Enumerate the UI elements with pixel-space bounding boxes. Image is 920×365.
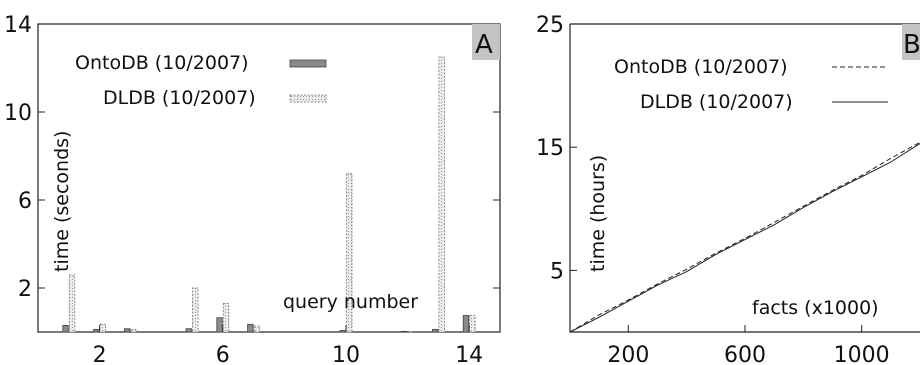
bar-ontodb (339, 330, 346, 333)
panel-a-x-tick-label: 14 (455, 343, 483, 365)
panel-b-x-tick-label: 600 (724, 343, 766, 365)
panel-a-y-ticks: 2 6 10 14 (4, 13, 500, 302)
panel-b-legend: OntoDB (10/2007) DLDB (10/2007) (614, 56, 888, 113)
bar-dldb (407, 330, 415, 333)
panel-a-frame (37, 23, 501, 333)
panel-a-legend-label-dldb: DLDB (10/2007) (103, 87, 256, 109)
panel-b-x-ticks: 200 600 1000 (607, 325, 890, 365)
bar-dldb (253, 325, 261, 333)
panel-b-letter: B (903, 30, 920, 60)
bar-ontodb (401, 330, 408, 333)
panel-a-x-tick-label: 6 (216, 343, 230, 365)
panel-a-bars (62, 56, 476, 333)
panel-a-y-tick-label: 6 (18, 189, 32, 214)
bar-dldb (99, 323, 106, 333)
panel-b-x-tick-label: 200 (607, 343, 649, 365)
panel-b-lines (569, 141, 920, 333)
bar-dldb (192, 287, 199, 333)
bar-ontodb (185, 328, 192, 333)
bar-ontodb (62, 324, 69, 333)
bar-dldb (68, 274, 76, 333)
panel-b-x-tick-label: 1000 (834, 343, 890, 365)
panel-a-legend: OntoDB (10/2007) DLDB (10/2007) (75, 52, 327, 109)
panel-b-y-tick-label: 5 (550, 259, 564, 284)
line-ontodb (569, 141, 920, 333)
panel-b-y-tick-label: 25 (536, 13, 564, 38)
panel-a-x-tick-label: 10 (332, 343, 360, 365)
bar-ontodb (93, 328, 100, 333)
bar-dldb (438, 56, 445, 333)
bar-ontodb (247, 323, 254, 333)
panel-a-letter-box (472, 24, 500, 60)
panel-a-y-axis-label: time (seconds) (51, 131, 73, 272)
panel-b-legend-label-dldb: DLDB (10/2007) (640, 91, 793, 113)
panel-b-y-tick-label: 15 (536, 136, 564, 161)
panel-b-y-axis-label: time (hours) (587, 155, 609, 272)
panel-a-legend-label-ontodb: OntoDB (10/2007) (75, 52, 249, 74)
bar-ontodb (431, 328, 439, 333)
panel-b-x-axis-label: facts (x1000) (752, 297, 879, 319)
bar-ontodb (216, 317, 223, 333)
line-dldb (569, 143, 920, 333)
panel-a-x-tick-label: 2 (93, 343, 107, 365)
panel-a: 2 6 10 14 2 6 10 14 time (seconds) query numbe… (4, 13, 501, 365)
bar-ontodb (462, 315, 470, 333)
panel-a-letter: A (475, 30, 493, 60)
panel-b-y-ticks: 5 15 25 (536, 13, 577, 284)
panel-a-x-axis-label: query number (283, 291, 418, 313)
panel-a-y-tick-label: 10 (4, 101, 32, 126)
panel-a-legend-swatch-dldb (289, 94, 327, 103)
panel-b-letter-box (902, 24, 920, 60)
bar-dldb (469, 315, 476, 333)
bar-dldb (130, 328, 137, 333)
panel-b-legend-label-ontodb: OntoDB (10/2007) (614, 56, 788, 78)
panel-a-y-tick-label: 14 (4, 13, 32, 38)
panel-a-x-ticks: 2 6 10 14 (93, 325, 483, 365)
panel-a-y-tick-label: 2 (18, 277, 32, 302)
bar-dldb (222, 302, 230, 333)
bar-ontodb (124, 328, 131, 333)
panel-b: 5 15 25 200 600 1000 time (hours) facts (x10… (536, 13, 920, 365)
bar-dldb (346, 173, 353, 333)
panel-a-legend-swatch-ontodb (289, 59, 327, 68)
